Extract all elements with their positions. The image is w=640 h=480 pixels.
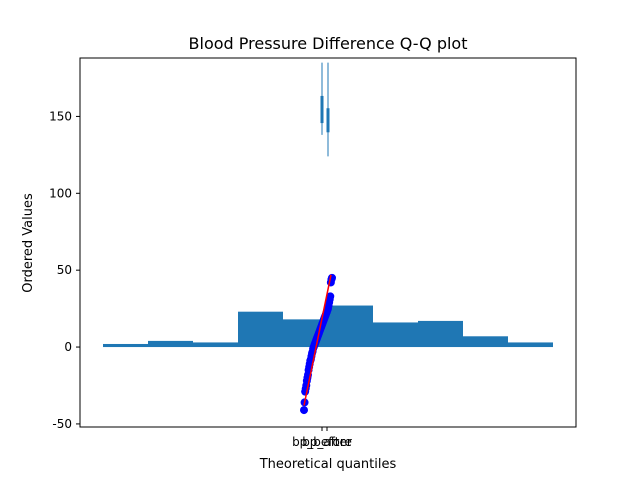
histogram-bar [328,305,373,348]
y-tick-label: 50 [57,263,72,277]
y-tick-label: 0 [64,340,72,354]
y-tick-label: -50 [52,417,72,431]
y-axis-label: Ordered Values [21,193,36,293]
qq-point [326,292,335,301]
histogram-bar [148,340,193,348]
x-tick-label: bp_before [292,435,352,449]
qq-reference-line [303,274,332,406]
histogram-bar [463,336,508,348]
histogram-bar [193,342,238,348]
histogram-bar [238,311,283,348]
y-tick-label: 150 [49,109,72,123]
histogram-bar [373,322,418,348]
chart-title: Blood Pressure Difference Q-Q plot [189,34,468,53]
x-axis-label: Theoretical quantiles [259,457,397,472]
y-axis: -50 0 50 100 150 [49,109,80,431]
histogram-bar [103,343,148,348]
y-tick-label: 100 [49,186,72,200]
boxplot-box [326,108,330,133]
histogram-bar [418,320,463,348]
plot-area [103,62,553,415]
x-tick-label: bp_after [302,435,352,449]
boxplot-box [320,95,324,124]
axes-frame [79,57,577,428]
qq-point [300,406,308,415]
histogram-bar [508,342,553,348]
